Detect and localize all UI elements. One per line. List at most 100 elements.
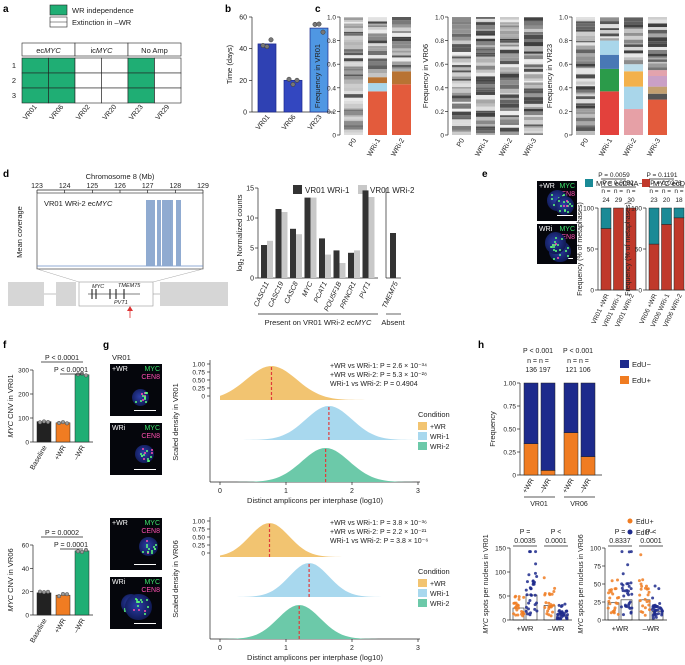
clone-stripe	[576, 45, 595, 50]
legend-swatch	[418, 589, 427, 597]
n-label: n = n =	[527, 358, 549, 365]
x-tick-label: 1	[284, 645, 288, 652]
clone-stripe	[476, 22, 495, 25]
clone-stripe	[524, 62, 543, 65]
stat-line: +WR vs WRi-2: P = 2.2 × 10⁻²¹	[330, 529, 427, 536]
clone-segment	[600, 40, 619, 55]
y-tick-label: 60	[239, 15, 247, 22]
clone-stripe	[344, 63, 363, 67]
fish-spot	[552, 248, 555, 251]
bar-edu-neg	[563, 382, 579, 433]
bar-+WR	[55, 594, 71, 616]
fish-spot	[565, 204, 568, 207]
clone-stripe	[500, 103, 519, 108]
clone-segment	[392, 71, 411, 85]
clone-stripe	[600, 38, 619, 41]
clone-stripe	[576, 72, 595, 75]
clone-stripe	[524, 97, 543, 101]
clone-stripe	[648, 49, 667, 54]
grid-cell	[48, 57, 76, 74]
col-label-VR20: VR20	[102, 104, 119, 122]
bar-–WR	[74, 374, 90, 443]
dot-edu-pos	[640, 584, 644, 588]
clone-stripe	[648, 23, 667, 28]
clone-stripe	[500, 77, 519, 81]
y-tick-label: 0.8	[559, 38, 568, 45]
dot-edu-neg	[621, 613, 625, 617]
clone-stripe	[624, 17, 643, 18]
clone-stripe	[392, 57, 411, 62]
clone-stripe	[648, 59, 667, 62]
clone-stripe	[452, 24, 471, 29]
y-tick-label: 1.0	[435, 15, 444, 22]
clone-stripe	[344, 83, 363, 88]
clone-stripe	[524, 34, 543, 39]
clone-stripe	[500, 37, 519, 39]
y-tick-label: 100	[495, 570, 506, 577]
fish-spot	[146, 552, 149, 555]
dot-edu-neg	[655, 605, 659, 609]
clone-stripe	[452, 105, 471, 109]
p-value: P < 0.0001	[45, 355, 79, 362]
dot-edu-neg	[630, 606, 634, 610]
data-point	[57, 594, 62, 599]
clone-stripe	[452, 72, 471, 77]
dot-edu-pos	[643, 606, 647, 610]
clone-stripe	[524, 64, 543, 68]
clone-stripe	[524, 32, 543, 35]
clone-segment	[392, 84, 411, 135]
fish-spot	[566, 254, 569, 257]
clone-stripe	[368, 69, 387, 74]
gene-label-myc: MYC	[92, 284, 104, 290]
clone-stripe	[500, 25, 519, 28]
fish-spot	[145, 449, 148, 452]
col-label-VR01: VR01	[22, 104, 39, 122]
clone-stripe	[344, 68, 363, 71]
grid-cell	[101, 87, 129, 104]
p-value: 0.8337	[609, 538, 631, 545]
clone-stripe	[648, 57, 667, 60]
clone-stripe	[524, 59, 543, 63]
clone-stripe	[344, 132, 363, 135]
scale-bar	[557, 214, 573, 216]
clone-stripe	[452, 36, 471, 41]
x-label-WRi-3: WRi-3	[646, 137, 662, 157]
legend-item: WRi-2	[430, 444, 450, 451]
fish-spot	[553, 204, 556, 207]
coverage-and-expression: Chromosome 8 (Mb) 123 124 125 126 127 128 129 VR…	[8, 172, 415, 327]
dot-edu-pos	[607, 599, 611, 603]
legend-wri1: VR01 WRi-1	[305, 186, 350, 195]
clone-stripe	[524, 67, 543, 69]
clone-stripe	[576, 19, 595, 22]
dot-edu-neg	[534, 562, 538, 566]
clone-stripe	[368, 55, 387, 59]
micrograph-g-vr06-wri: WRi MYC CEN8	[110, 577, 162, 629]
clone-stripe	[452, 56, 471, 59]
data-point	[42, 590, 47, 595]
dot-edu-neg	[526, 612, 530, 616]
y-tick-label: 0.4	[559, 85, 568, 92]
dot-edu-pos	[641, 578, 645, 582]
grid-cell	[154, 87, 182, 104]
fish-spot	[135, 598, 138, 601]
legend-extinction: Extinction in –WR	[72, 18, 132, 27]
clone-stripe	[500, 93, 519, 95]
coverage-y-title: Mean coverage	[15, 206, 24, 258]
fish-spot	[562, 205, 565, 208]
y-tick-label: 0	[25, 440, 29, 447]
dot-edu-neg	[625, 582, 629, 586]
clone-stripe	[392, 50, 411, 53]
clone-stripe	[524, 20, 543, 23]
clone-stripe	[500, 17, 519, 20]
clone-stripe	[576, 78, 595, 82]
clone-stripe	[392, 36, 411, 39]
clone-stripe	[524, 71, 543, 75]
clone-stripe	[600, 18, 619, 22]
fish-spot	[143, 451, 146, 454]
fish-spot	[550, 245, 553, 248]
fish-spot	[553, 244, 556, 247]
y-tick-label: 1.00	[503, 381, 516, 388]
clone-stripe	[368, 17, 387, 22]
clone-stripe	[368, 36, 387, 41]
